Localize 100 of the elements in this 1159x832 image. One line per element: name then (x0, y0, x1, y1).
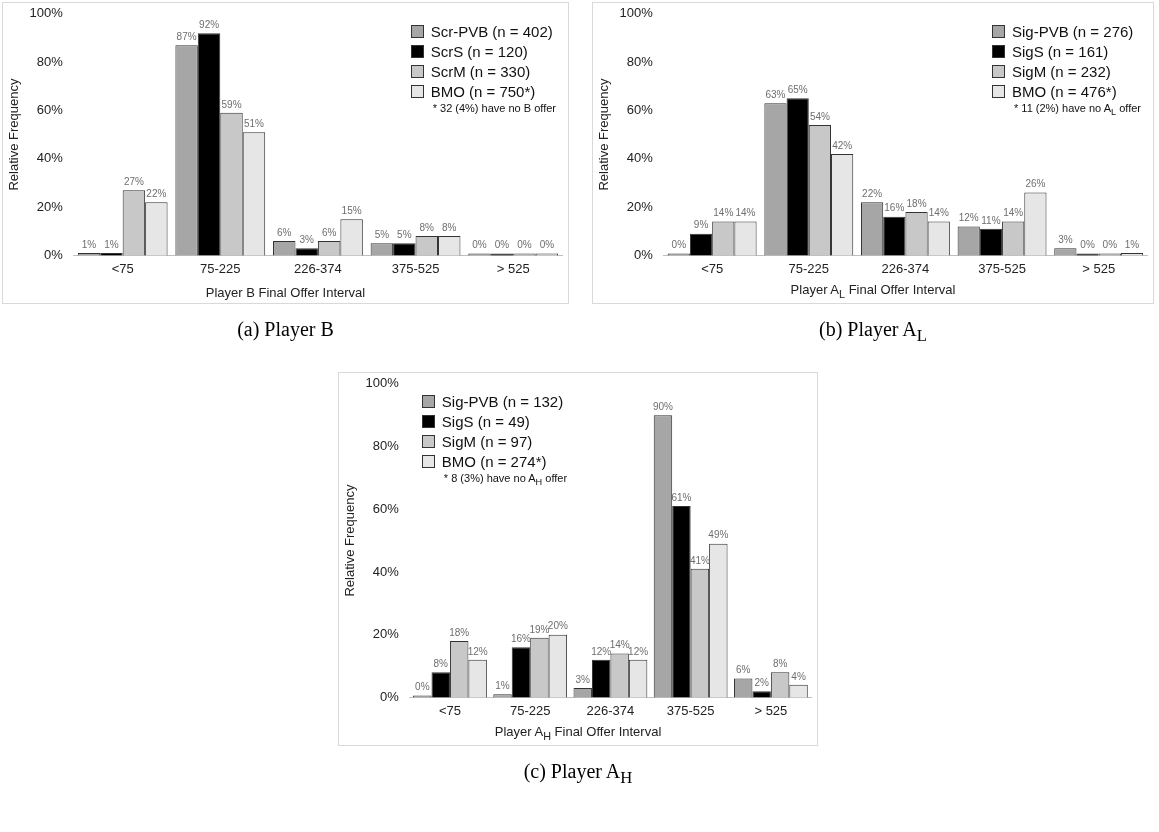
x-tick-label: 226-374 (881, 260, 930, 276)
data-label: 63% (765, 88, 786, 100)
legend-label: BMO (n = 750*) (430, 82, 536, 100)
data-label: 6% (277, 226, 292, 238)
data-label: 12% (628, 645, 649, 657)
data-label: 15% (341, 204, 362, 216)
data-label: 16% (510, 632, 532, 644)
data-label: 1% (1124, 238, 1140, 250)
data-label: 90% (652, 400, 674, 412)
data-label: 18% (906, 197, 927, 209)
data-label: 16% (884, 202, 905, 214)
data-label: 14% (928, 207, 949, 219)
data-label: 12% (591, 645, 612, 657)
legend-label: BMO (n = 476*) (1012, 82, 1117, 100)
y-tick-label: 80% (626, 53, 654, 69)
data-label: 8% (433, 658, 449, 670)
data-label: 18% (449, 626, 470, 638)
y-tick-label: 60% (626, 102, 654, 118)
data-label: 87% (176, 30, 197, 42)
y-tick-label: 0% (380, 688, 400, 704)
data-label: 12% (467, 645, 488, 657)
data-label: 26% (1025, 178, 1046, 190)
y-tick-label: 20% (626, 198, 654, 214)
legend-label: ScrM (n = 330) (430, 62, 531, 80)
x-tick-label: 375-525 (666, 702, 715, 718)
data-label: 0% (671, 239, 687, 251)
x-tick-label: 226-374 (294, 260, 342, 276)
data-label: 9% (693, 219, 709, 231)
x-tick-label: 75-225 (200, 260, 241, 276)
y-tick-label: 40% (372, 563, 400, 579)
y-tick-label: 100% (365, 375, 400, 391)
data-label: 0% (1080, 239, 1095, 251)
text: (b) Player A$_{L}$ (818, 318, 928, 346)
x-tick-label: 75-225 (788, 260, 830, 276)
data-label: 3% (575, 673, 591, 685)
x-tick-label: 75-225 (509, 702, 551, 718)
legend-label: SigM (n = 232) (1012, 62, 1111, 80)
x-tick-label: <75 (438, 702, 461, 718)
data-label: 22% (146, 188, 167, 199)
data-label: 14% (1003, 207, 1024, 219)
text: (c) Player A$_{H}$ (522, 760, 634, 788)
data-label: 14% (609, 639, 630, 651)
data-label: 0% (472, 239, 487, 251)
y-tick-label: 80% (372, 438, 400, 454)
x-tick-label: > 525 (754, 702, 788, 718)
legend-label: Scr-PVB (n = 402) (430, 22, 553, 40)
x-tick-label: 226-374 (586, 702, 635, 718)
data-label: 11% (981, 214, 1001, 226)
legend-label: SigS (n = 49) (441, 412, 530, 430)
annotation: * 11 (2%) have no A$_{L}$ offer (1014, 101, 1141, 119)
x-tick-label: > 525 (496, 260, 530, 276)
data-label: 51% (243, 117, 265, 129)
y-tick-label: 100% (29, 5, 64, 21)
data-label: 54% (809, 110, 831, 122)
x-axis-title: Player A$_{H}$ Final Offer Interval (493, 724, 663, 742)
x-axis-title: Player A$_{L}$ Final Offer Interval (789, 282, 957, 300)
y-tick-label: 0% (44, 246, 64, 262)
data-label: 3% (299, 233, 315, 245)
data-label: 27% (123, 175, 145, 187)
data-label: 0% (517, 239, 532, 251)
annotation: * 32 (4%) have no B offer (432, 101, 556, 115)
data-label: 6% (735, 664, 751, 676)
y-tick-label: 100% (619, 5, 654, 21)
legend-label: SigM (n = 97) (441, 432, 533, 450)
data-label: 8% (772, 658, 788, 670)
y-axis-title: Relative Frequency (6, 78, 22, 191)
x-tick-label: > 525 (1082, 260, 1116, 276)
text: (a) Player B (236, 318, 335, 341)
legend-label: Sig-PVB (n = 276) (1012, 22, 1134, 40)
data-label: 65% (787, 84, 808, 96)
y-tick-label: 40% (626, 150, 654, 166)
data-label: 3% (1058, 233, 1073, 245)
y-tick-label: 80% (36, 53, 64, 69)
data-label: 61% (671, 491, 692, 503)
data-label: 4% (791, 670, 806, 682)
data-label: 5% (374, 229, 390, 241)
y-tick-label: 60% (36, 102, 64, 118)
legend-label: Sig-PVB (n = 132) (441, 392, 564, 410)
legend-label: SigS (n = 161) (1012, 42, 1109, 60)
data-label: 0% (1102, 239, 1118, 251)
x-tick-label: 375-525 (391, 260, 440, 276)
data-label: 8% (419, 221, 435, 233)
data-label: 0% (539, 239, 555, 251)
x-axis-title: Player B Final Offer Interval (204, 285, 367, 300)
data-label: 2% (754, 676, 769, 688)
data-label: 8% (442, 221, 457, 233)
data-label: 19% (529, 623, 550, 635)
data-label: 49% (708, 529, 729, 541)
data-label: 0% (415, 681, 430, 693)
annotation: * 8 (3%) have no A$_{H}$ offer (443, 471, 568, 489)
legend-label: BMO (n = 274*) (441, 452, 547, 470)
x-tick-label: <75 (111, 260, 134, 276)
y-tick-label: 20% (372, 626, 400, 642)
x-tick-label: <75 (701, 260, 724, 276)
data-label: 14% (735, 207, 756, 219)
data-label: 1% (81, 238, 97, 250)
y-tick-label: 40% (36, 150, 64, 166)
data-label: 1% (104, 238, 119, 250)
data-label: 92% (199, 18, 220, 30)
data-label: 0% (494, 239, 510, 251)
